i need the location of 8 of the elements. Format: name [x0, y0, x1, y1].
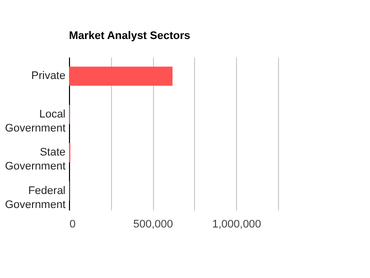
chart-title: Market Analyst Sectors	[69, 30, 190, 42]
y-tick-label: Local Government	[4, 108, 66, 134]
x-tick-label: 0	[70, 218, 76, 230]
y-tick-label: Federal Government	[4, 184, 66, 211]
x-tick-label: 1,000,000	[212, 218, 262, 230]
x-tick-label: 500,000	[133, 218, 173, 230]
y-tick-label: State Government	[4, 146, 66, 173]
y-tick-label: Private	[31, 70, 66, 82]
